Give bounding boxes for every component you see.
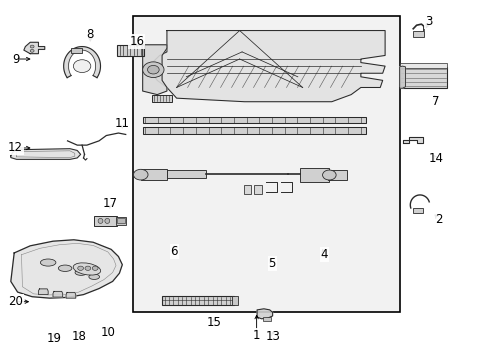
Bar xyxy=(94,216,117,226)
Ellipse shape xyxy=(73,263,101,275)
Circle shape xyxy=(85,266,91,270)
Bar xyxy=(162,296,233,305)
Polygon shape xyxy=(39,289,48,294)
Ellipse shape xyxy=(104,219,109,224)
Bar xyxy=(71,48,82,53)
Ellipse shape xyxy=(41,259,56,266)
Bar xyxy=(412,31,423,37)
Bar xyxy=(133,16,399,312)
Polygon shape xyxy=(152,31,385,102)
Text: 11: 11 xyxy=(115,117,129,130)
Bar xyxy=(166,170,205,178)
Polygon shape xyxy=(24,42,45,54)
Text: 8: 8 xyxy=(86,28,94,41)
Text: 13: 13 xyxy=(265,330,281,343)
Bar xyxy=(263,318,270,321)
Bar xyxy=(399,63,446,68)
Bar xyxy=(399,67,446,88)
Text: 12: 12 xyxy=(8,141,23,154)
Polygon shape xyxy=(257,309,272,319)
Text: 20: 20 xyxy=(8,295,23,308)
Circle shape xyxy=(73,60,91,72)
Ellipse shape xyxy=(58,265,72,271)
Bar xyxy=(327,170,346,180)
Text: 17: 17 xyxy=(102,197,117,210)
Bar xyxy=(142,117,365,123)
Circle shape xyxy=(133,169,148,180)
Polygon shape xyxy=(63,46,101,78)
Text: 15: 15 xyxy=(206,316,222,329)
Text: 9: 9 xyxy=(12,53,20,66)
Bar xyxy=(300,167,329,182)
Bar xyxy=(232,296,238,305)
Ellipse shape xyxy=(75,270,87,275)
Ellipse shape xyxy=(89,274,100,279)
Text: 16: 16 xyxy=(129,35,144,48)
Polygon shape xyxy=(66,292,76,298)
Text: 1: 1 xyxy=(252,329,260,342)
Text: 6: 6 xyxy=(170,245,178,258)
Text: 19: 19 xyxy=(47,332,62,345)
Text: 2: 2 xyxy=(434,213,441,226)
Bar xyxy=(243,185,251,194)
Circle shape xyxy=(30,45,34,48)
Text: 4: 4 xyxy=(320,248,327,261)
Bar xyxy=(141,169,167,180)
Text: 3: 3 xyxy=(424,15,431,28)
Circle shape xyxy=(92,266,98,270)
Text: 14: 14 xyxy=(427,152,443,165)
Polygon shape xyxy=(53,291,62,297)
Circle shape xyxy=(147,66,159,74)
Bar xyxy=(254,185,262,194)
Text: 10: 10 xyxy=(100,326,115,339)
Ellipse shape xyxy=(98,219,102,224)
Polygon shape xyxy=(11,240,122,298)
Text: 5: 5 xyxy=(268,257,275,270)
Bar xyxy=(152,95,171,102)
Bar xyxy=(117,45,144,56)
Bar xyxy=(142,127,365,134)
Circle shape xyxy=(30,49,34,52)
Polygon shape xyxy=(399,66,405,88)
Polygon shape xyxy=(142,45,166,95)
Bar xyxy=(412,208,422,213)
Circle shape xyxy=(322,170,335,180)
Polygon shape xyxy=(11,149,81,159)
Bar xyxy=(116,217,125,225)
Circle shape xyxy=(142,62,163,77)
Polygon shape xyxy=(402,136,422,143)
Circle shape xyxy=(78,266,83,270)
Text: 18: 18 xyxy=(71,330,86,343)
Text: 7: 7 xyxy=(431,95,439,108)
Bar xyxy=(117,219,124,224)
